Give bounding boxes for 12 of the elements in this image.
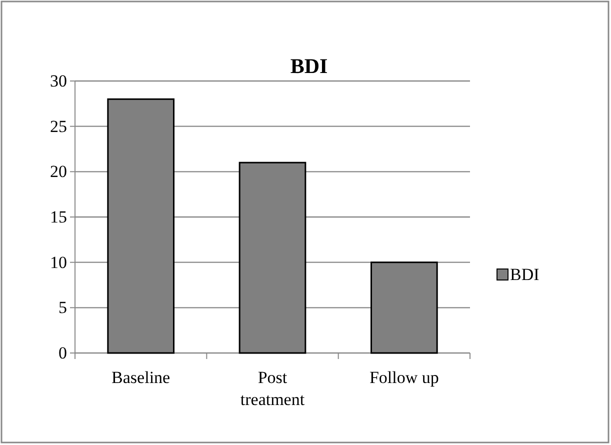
y-tick-label: 25 [50, 116, 67, 136]
y-tick-label: 0 [58, 343, 67, 362]
x-tick-label: Follow up [369, 368, 439, 387]
y-tick-label: 5 [58, 298, 67, 318]
legend-label: BDI [510, 265, 540, 284]
y-tick-label: 10 [50, 252, 67, 272]
y-tick-label: 30 [50, 71, 67, 90]
x-tick-label: Baseline [112, 368, 170, 387]
chart-title: BDI [290, 54, 328, 78]
x-tick-label: Post treatment [240, 368, 305, 409]
y-tick-label: 20 [50, 162, 67, 182]
y-tick-label: 15 [50, 207, 67, 226]
